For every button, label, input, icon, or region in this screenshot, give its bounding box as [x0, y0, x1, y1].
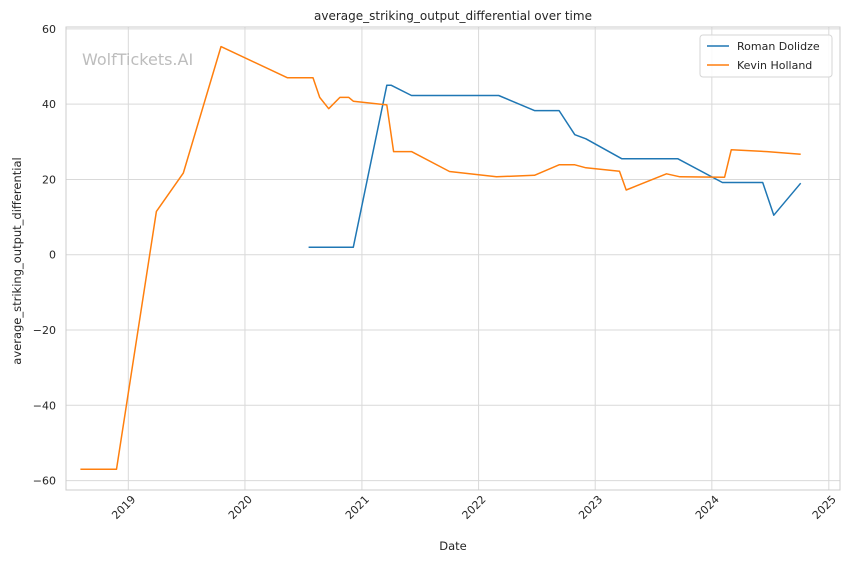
y-tick-label: 40 [42, 98, 56, 111]
y-tick-label: −40 [33, 399, 56, 412]
series-lines [80, 45, 802, 471]
legend-label: Kevin Holland [737, 59, 812, 72]
y-tick-label: 60 [42, 23, 56, 36]
y-tick-label: 20 [42, 173, 56, 186]
legend: Roman Dolidze Kevin Holland [699, 34, 833, 78]
legend-box [699, 34, 833, 78]
y-tick-label: −60 [33, 475, 56, 488]
series-line [80, 45, 801, 471]
series-line [308, 84, 802, 248]
plot-area-frame [65, 26, 841, 491]
y-tick-label: 0 [49, 249, 56, 262]
watermark: WolfTickets.AI [82, 50, 193, 69]
legend-label: Roman Dolidze [737, 40, 820, 53]
y-tick-label: −20 [33, 324, 56, 337]
chart-title: average_striking_output_differential ove… [314, 9, 592, 23]
grid [66, 27, 840, 490]
y-axis-ticks: −60 −40 −20 0 20 40 60 [33, 23, 56, 488]
y-axis-title: average_striking_output_differential [10, 157, 24, 364]
x-axis-title: Date [439, 539, 467, 553]
